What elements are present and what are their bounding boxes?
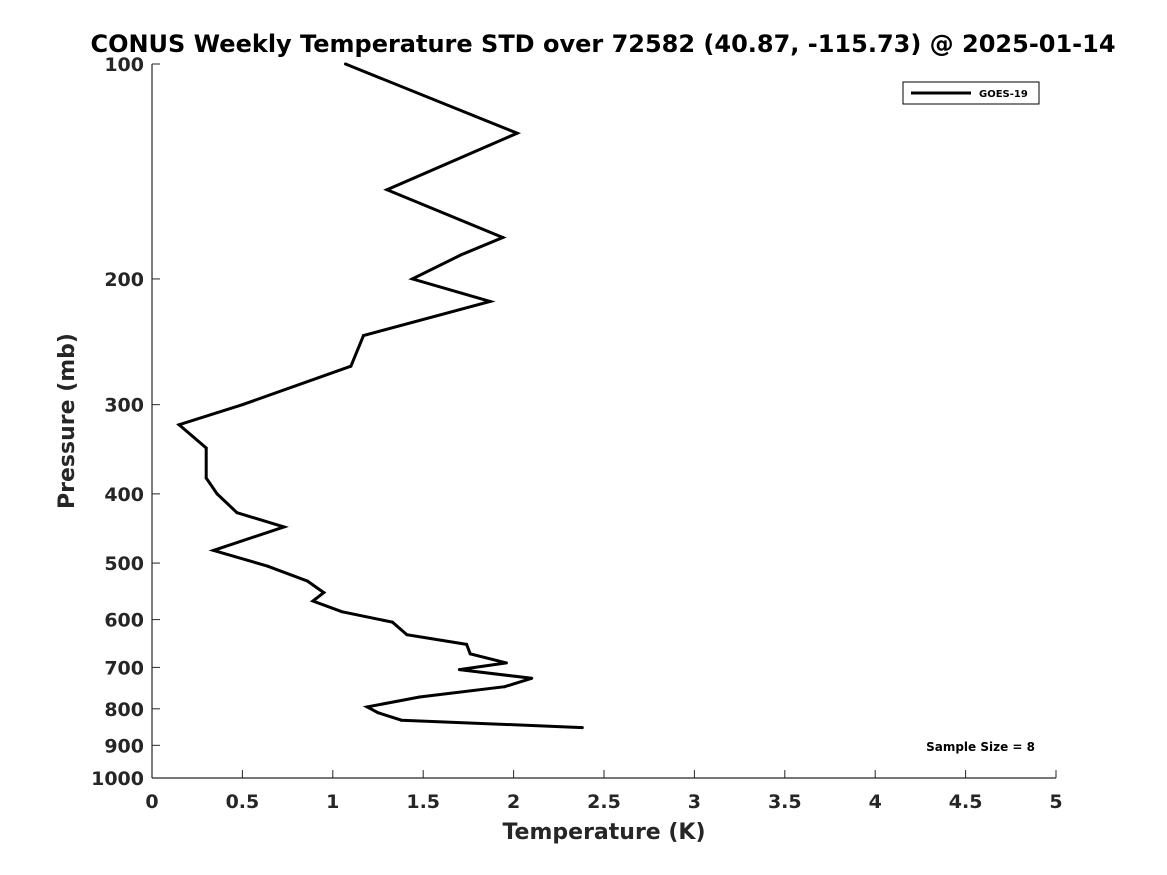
y-ticks: 100 200 300 400 500 600 700 800 900 1000 (91, 54, 160, 790)
data-point (410, 277, 414, 281)
series-layer (176, 62, 584, 730)
data-point (240, 403, 244, 407)
y-tick-label: 200 (104, 269, 144, 291)
legend-label-goes-19: GOES-19 (979, 89, 1028, 100)
x-tick-label: 5 (1049, 791, 1062, 813)
data-point (418, 695, 422, 699)
data-point (266, 564, 270, 568)
y-tick-label: 900 (104, 735, 144, 757)
data-point (465, 642, 469, 646)
data-point (504, 661, 508, 665)
x-tick-label: 1 (326, 791, 339, 813)
data-point (501, 236, 505, 239)
chart-title: CONUS Weekly Temperature STD over 72582 … (90, 30, 1115, 58)
x-tick-label: 4.5 (949, 791, 983, 813)
y-tick-label: 500 (104, 553, 144, 575)
data-point (282, 525, 286, 529)
data-point (503, 685, 507, 689)
data-point (215, 492, 219, 496)
data-point (385, 188, 389, 192)
y-tick-label: 400 (104, 484, 144, 506)
x-tick-label: 3.5 (768, 791, 802, 813)
x-tick-label: 0.5 (226, 791, 260, 813)
data-point (204, 476, 208, 480)
y-tick-label: 700 (104, 657, 144, 679)
data-point (468, 652, 472, 656)
x-tick-label: 3 (688, 791, 701, 813)
x-tick-label: 2 (507, 791, 520, 813)
data-point (311, 599, 315, 603)
x-axis-label: Temperature (K) (502, 820, 705, 845)
data-point (376, 711, 380, 715)
data-point (235, 511, 239, 515)
data-point (365, 705, 369, 709)
sample-size-annotation: Sample Size = 8 (926, 740, 1035, 754)
y-tick-label: 100 (104, 54, 144, 76)
plot-area: 0 0.5 1 1.5 2 2.5 3 3.5 4 4.5 5 100 200 300 400 500 600… (91, 54, 1063, 813)
data-point (457, 668, 461, 672)
x-tick-label: 4 (869, 791, 882, 813)
data-point (340, 610, 344, 614)
series-line-goes-19 (176, 62, 583, 730)
y-tick-label: 800 (104, 699, 144, 721)
x-tick-label: 0 (145, 791, 158, 813)
y-tick-label: 1000 (91, 768, 144, 790)
data-point (306, 579, 309, 583)
data-point (488, 299, 492, 303)
data-point (530, 676, 534, 680)
data-point (204, 446, 208, 450)
y-axis-label: Pressure (mb) (55, 333, 80, 509)
data-point (391, 620, 394, 624)
y-tick-label: 300 (104, 395, 144, 417)
data-point (515, 131, 519, 135)
data-point (212, 548, 215, 552)
data-point (580, 726, 584, 730)
x-tick-label: 1.5 (406, 791, 440, 813)
data-point (349, 364, 353, 368)
data-point (405, 633, 409, 637)
data-point (459, 253, 463, 257)
x-ticks: 0 0.5 1 1.5 2 2.5 3 3.5 4 4.5 5 (145, 770, 1063, 813)
data-point (362, 334, 365, 337)
data-point (344, 62, 347, 66)
x-tick-label: 2.5 (587, 791, 621, 813)
data-point (400, 718, 403, 722)
data-point (177, 423, 181, 427)
y-tick-label: 600 (104, 610, 144, 632)
legend: GOES-19 (902, 81, 1040, 105)
data-point (322, 591, 326, 595)
